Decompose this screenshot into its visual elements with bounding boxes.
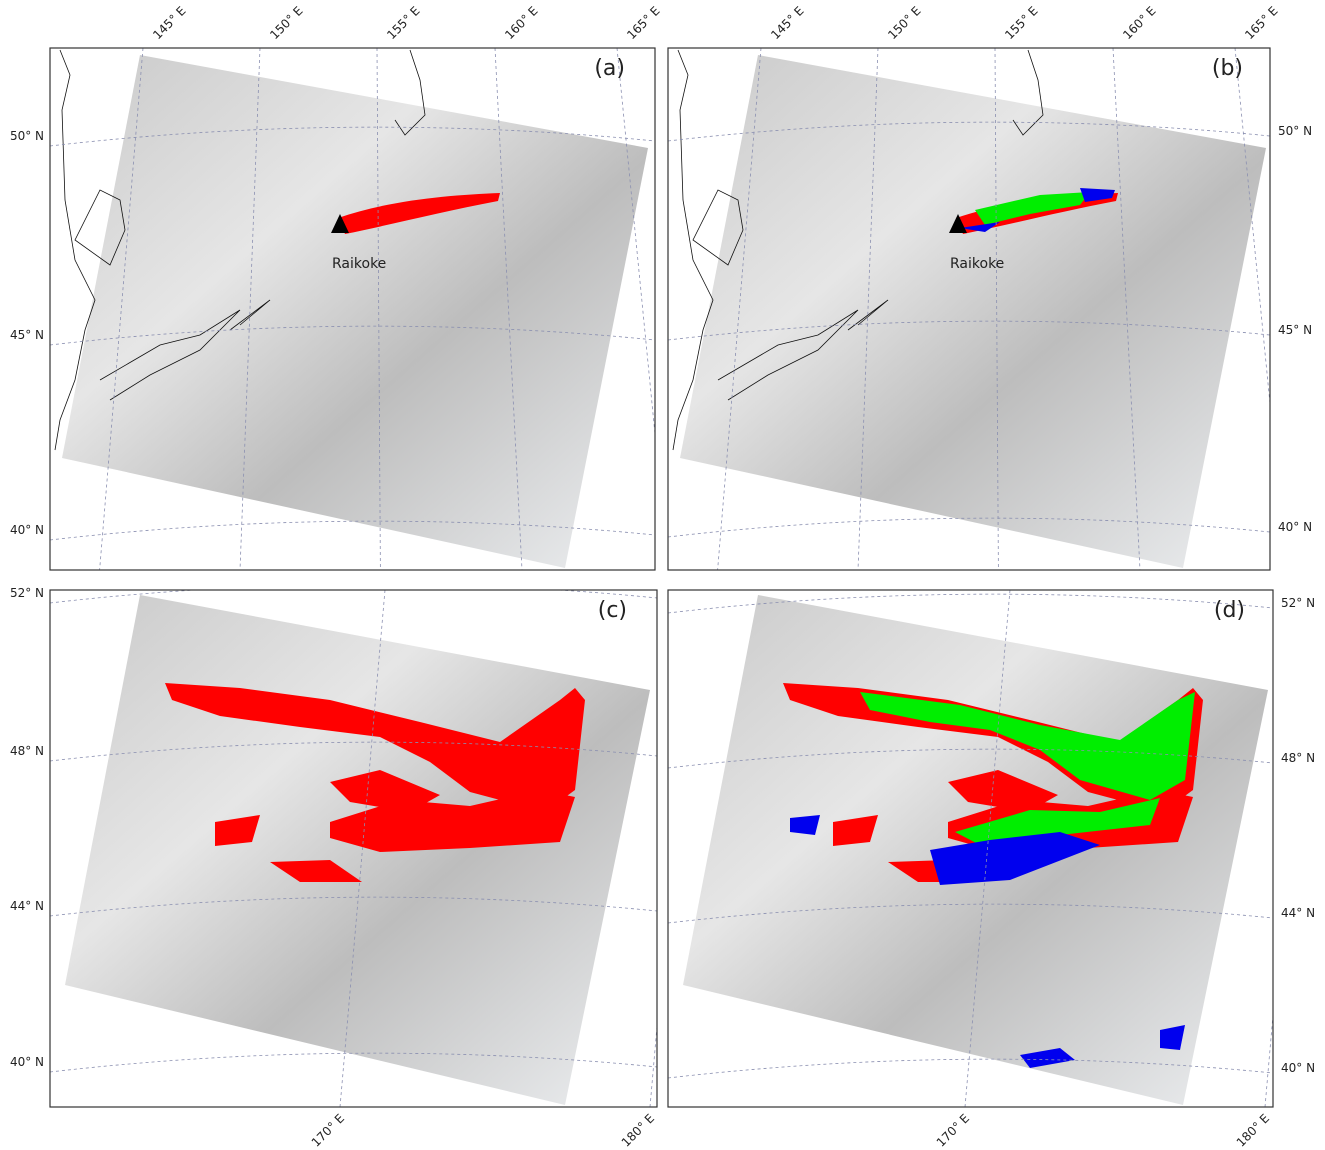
ash-plume-blue <box>1160 1025 1185 1050</box>
lat-tick-label: 50° N <box>1278 124 1312 138</box>
lat-grid-line <box>668 748 1273 769</box>
coastline <box>54 49 426 451</box>
ash-plume-green <box>975 192 1090 225</box>
lon-tick-label: 155° E <box>384 4 422 42</box>
lat-grid-line <box>668 1058 1273 1079</box>
panel-frame <box>667 589 1274 1108</box>
ash-plume-blue <box>1080 188 1115 202</box>
map-panel: (c) 170° E 180° E 52° N 48° N 44° N 40° N <box>10 586 658 1150</box>
lat-tick-label: 40° N <box>10 523 44 537</box>
lat-tick-label: 40° N <box>10 1055 44 1069</box>
lon-tick-label: 160° E <box>502 4 540 42</box>
ash-plume-green <box>955 798 1160 845</box>
panel-frame <box>49 589 658 1108</box>
panel-frame <box>667 47 1271 571</box>
lon-grid-line <box>616 48 655 438</box>
satellite-swath <box>680 55 1266 568</box>
lon-tick-label: 165° E <box>624 4 662 42</box>
lat-grid-line <box>50 325 655 346</box>
lon-tick-label: 150° E <box>267 4 305 42</box>
lat-tick-label: 44° N <box>1281 906 1315 920</box>
lat-grid-line <box>668 593 1273 614</box>
lon-tick-label: 145° E <box>150 4 188 42</box>
map-content <box>668 590 1273 1107</box>
lon-tick-label: 160° E <box>1120 4 1158 42</box>
lat-tick-label: 44° N <box>10 899 44 913</box>
satellite-swath <box>62 55 648 568</box>
lat-grid-line <box>668 320 1270 341</box>
lon-grid-line <box>1264 1010 1273 1107</box>
volcano-label: Raikoke <box>950 256 1004 272</box>
panel-label: (a) <box>594 56 625 81</box>
lat-grid-line <box>50 520 655 541</box>
lon-tick-label: 150° E <box>885 4 923 42</box>
lon-tick-label: 165° E <box>1242 4 1280 42</box>
coastline <box>672 49 1044 451</box>
lon-tick-label: 180° E <box>619 1111 657 1149</box>
lat-grid-line <box>50 590 657 604</box>
volcano-marker <box>331 214 349 233</box>
lon-tick-label: 180° E <box>1234 1111 1272 1149</box>
lon-tick-label: 145° E <box>768 4 806 42</box>
volcano-marker <box>949 214 967 233</box>
ash-plume-blue <box>960 222 1000 232</box>
ash-plume-green <box>860 692 1195 800</box>
lat-tick-label: 45° N <box>10 328 44 342</box>
lat-grid-line <box>50 126 655 147</box>
ash-plume-red <box>833 815 878 846</box>
ash-plume-red <box>948 770 1058 812</box>
panel-frame <box>49 47 656 571</box>
lat-tick-label: 52° N <box>1281 596 1315 610</box>
panel-label: (c) <box>598 598 627 623</box>
lat-grid-line <box>50 896 657 917</box>
ash-plume-red <box>270 860 362 882</box>
ash-plume-red <box>330 770 440 812</box>
lat-grid-line <box>668 121 1270 142</box>
lon-tick-label: 155° E <box>1002 4 1040 42</box>
lat-grid-line <box>50 741 657 762</box>
lat-tick-label: 48° N <box>10 744 44 758</box>
map-content <box>50 48 655 570</box>
ash-plume-blue <box>790 815 820 835</box>
ash-plume-red <box>215 815 260 846</box>
lon-tick-label: 170° E <box>309 1111 347 1149</box>
map-content <box>50 590 657 1107</box>
ash-plume-blue <box>1020 1048 1075 1068</box>
ash-plume-red <box>165 683 585 812</box>
panel-label: (d) <box>1214 598 1245 623</box>
satellite-swath <box>65 595 650 1105</box>
panel-label: (b) <box>1212 56 1243 81</box>
lat-tick-label: 50° N <box>10 129 44 143</box>
map-panel: Raikoke (b) 145° E 150° E 155° E 160° E 165° E… <box>667 4 1312 571</box>
lat-grid-line <box>668 903 1273 924</box>
lat-grid-line <box>50 1052 657 1073</box>
lat-tick-label: 52° N <box>10 586 44 600</box>
lat-tick-label: 40° N <box>1278 520 1312 534</box>
map-content <box>668 48 1270 570</box>
volcano-label: Raikoke <box>332 256 386 272</box>
map-panel: (d) 170° E 180° E 52° N 48° N 44° N 40° N <box>667 589 1315 1150</box>
lat-grid-line <box>668 517 1270 538</box>
lat-tick-label: 45° N <box>1278 323 1312 337</box>
lat-tick-label: 48° N <box>1281 751 1315 765</box>
lat-tick-label: 40° N <box>1281 1061 1315 1075</box>
lon-grid-line <box>339 590 386 1107</box>
ash-plume-blue <box>930 832 1100 885</box>
map-panel: Raikoke (a) 145° E 150° E 155° E 160° E 165° E… <box>10 4 663 571</box>
lon-grid-line <box>964 590 1011 1107</box>
lon-tick-label: 170° E <box>934 1111 972 1149</box>
